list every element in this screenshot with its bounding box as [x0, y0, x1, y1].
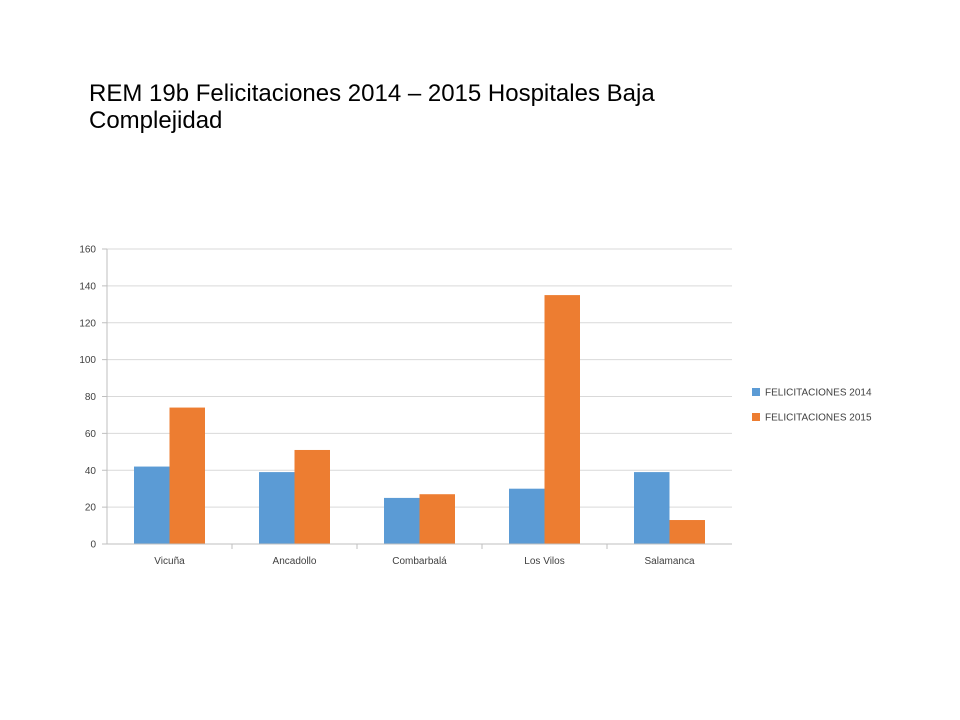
x-tick-label: Salamanca — [644, 556, 694, 567]
legend: FELICITACIONES 2014 FELICITACIONES 2015 — [752, 388, 872, 424]
y-tick-label: 60 — [85, 429, 97, 440]
y-axis-ticks: 0 20 40 60 80 100 120 140 160 — [79, 245, 96, 551]
bar-2015 — [169, 407, 205, 544]
y-tick-label: 80 — [85, 392, 97, 403]
bar-2015 — [544, 295, 580, 544]
bar-2014 — [259, 472, 295, 544]
x-axis-ticks: Vicuña Ancadollo Combarbalá Los Vilos Salama… — [154, 556, 695, 567]
y-tick-label: 120 — [79, 318, 96, 329]
x-tick-label: Combarbalá — [392, 556, 447, 567]
bar-2014 — [634, 472, 670, 544]
legend-label: FELICITACIONES 2015 — [765, 413, 872, 424]
bars — [134, 295, 705, 544]
bar-2015 — [669, 520, 705, 544]
x-tick-label: Vicuña — [154, 556, 185, 567]
chart-title: REM 19b Felicitaciones 2014 – 2015 Hospi… — [89, 80, 655, 134]
y-tick-label: 160 — [79, 245, 96, 256]
x-tick-label: Ancadollo — [273, 556, 317, 567]
bar-2015 — [419, 494, 455, 544]
x-tick-label: Los Vilos — [524, 556, 564, 567]
bar-2014 — [509, 488, 545, 544]
legend-swatch — [752, 413, 760, 421]
y-tick-label: 140 — [79, 281, 96, 292]
axes — [106, 249, 732, 549]
y-tick-label: 100 — [79, 355, 96, 366]
bar-2015 — [294, 449, 330, 544]
bar-2014 — [134, 466, 170, 544]
y-tick-label: 20 — [85, 503, 97, 514]
legend-swatch — [752, 388, 760, 396]
y-tick-label: 0 — [90, 540, 96, 551]
bar-2014 — [384, 497, 420, 544]
y-tick-label: 40 — [85, 466, 97, 477]
legend-label: FELICITACIONES 2014 — [765, 388, 872, 399]
